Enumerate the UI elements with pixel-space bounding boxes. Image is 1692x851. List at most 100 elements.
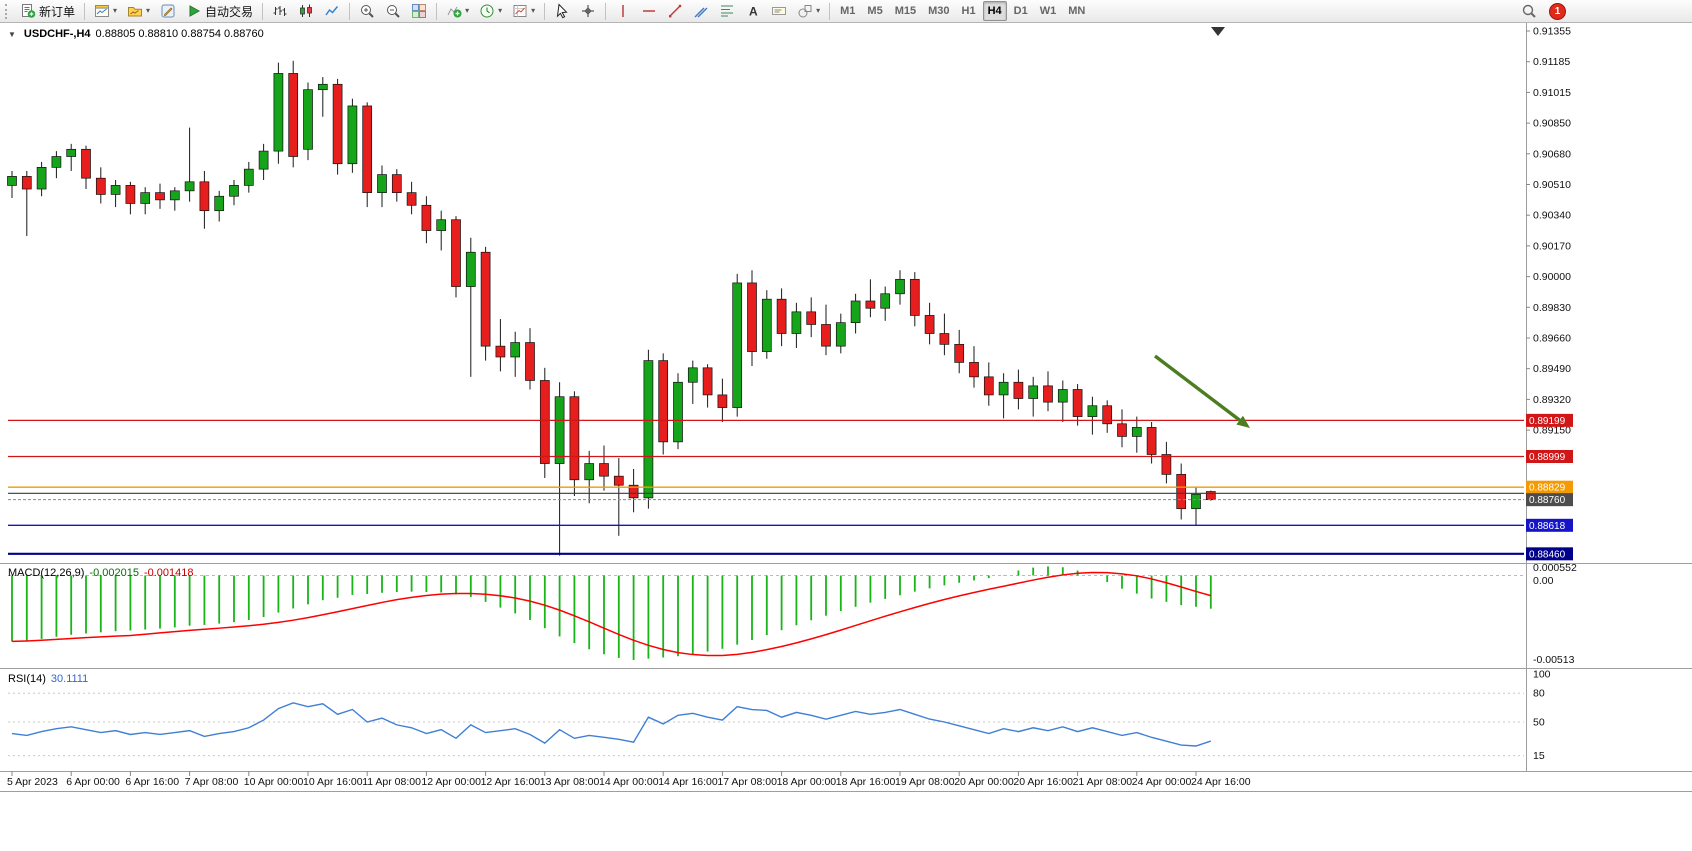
new-chart-icon [94,3,110,19]
notification-badge[interactable]: 1 [1549,2,1566,20]
candle-body [924,315,935,334]
metaeditor-button[interactable] [156,1,180,21]
toolbar-separator [605,2,607,20]
line-chart-button[interactable] [320,1,344,21]
toolbar-separator [349,2,351,20]
candle-body [510,342,521,358]
shapes-tool-button[interactable]: ▾ [793,1,824,21]
candle-body [1161,454,1172,475]
fibonacci-tool-button[interactable] [715,1,739,21]
toolbar-separator [436,2,438,20]
zoom-in-button[interactable] [355,1,379,21]
bid-price-tag [1526,493,1573,507]
candle-body [243,168,254,186]
shapes-caret-icon: ▾ [816,6,821,15]
rsi-pane-title: RSI(14) 30.1111 [8,673,88,685]
timeframe-h4-button[interactable]: H4 [982,1,1007,21]
annotation-arrow[interactable] [1153,354,1241,422]
indicators-button[interactable]: ▾ [442,1,473,21]
new-order-label: 新订单 [39,4,76,19]
crosshair-button[interactable] [576,1,600,21]
candle-body [761,298,772,352]
price-level-tag [1526,518,1573,532]
candle-body [436,219,447,231]
candle-body [1131,427,1142,437]
candle-body [895,278,905,295]
bar-chart-button[interactable] [268,1,292,21]
candle-body [539,380,550,464]
cursor-button[interactable] [550,1,574,21]
candle-body [480,251,491,347]
candle-body [983,376,994,396]
new-order-icon [20,3,36,19]
candle-body [169,190,180,201]
timeframe-w1-button[interactable]: W1 [1035,1,1062,21]
time-tick-label: 14 Apr 00:00 [599,776,659,788]
toolbar-right-group: 1 [1516,1,1566,21]
chart-symbol-period: USDCHF-,H4 [23,28,91,40]
timeframe-m30-button[interactable]: M30 [923,1,954,21]
candle-body [229,185,239,197]
new-chart-button[interactable]: ▾ [90,1,121,21]
toolbar-separator [84,2,86,20]
candle-body [421,204,432,231]
candle-body [954,343,965,363]
timeframe-m1-button[interactable]: M1 [835,1,860,21]
price-tick-label: 0.90170 [1533,240,1571,252]
profiles-button[interactable]: ▾ [123,1,154,21]
tile-windows-icon [411,3,427,19]
new-order-button[interactable]: 新订单 [16,1,79,21]
timeframe-h1-button[interactable]: H1 [957,1,981,21]
zoom-out-button[interactable] [381,1,405,21]
candle-body [391,174,402,193]
search-button[interactable] [1517,1,1541,21]
candlestick-chart-button[interactable] [294,1,318,21]
vertical-line-tool-button[interactable] [611,1,635,21]
candle-body [1013,381,1024,399]
candle-body [317,83,328,91]
macd-main-value: -0.002015 [89,567,139,579]
candle-body [835,322,846,347]
periods-button[interactable]: ▾ [475,1,506,21]
candle-body [406,192,417,206]
autotrading-button[interactable]: 自动交易 [182,1,257,21]
candle-body [347,105,358,165]
time-tick-label: 12 Apr 00:00 [421,776,481,788]
time-tick-label: 24 Apr 00:00 [1132,776,1192,788]
collapse-indicator-icon[interactable]: ▼ [8,29,16,39]
fibonacci-icon [719,3,735,19]
rsi-line [11,702,1212,747]
candle-body [184,181,195,192]
candle-body [1176,474,1187,510]
tile-windows-button[interactable] [407,1,431,21]
timeframe-m15-button[interactable]: M15 [890,1,921,21]
rsi-indicator-name: RSI(14) [8,673,46,685]
timeframe-m5-button[interactable]: M5 [862,1,887,21]
macd-signal-value: -0.001418 [143,567,194,579]
templates-button[interactable]: ▾ [508,1,539,21]
autotrading-label: 自动交易 [205,4,254,19]
candle-body [673,381,683,443]
candle-body [880,293,891,309]
horizontal-line-tool-button[interactable] [637,1,661,21]
line-chart-icon [324,3,340,19]
macd-signal-line [11,571,1212,657]
time-tick-label: 24 Apr 16:00 [1191,776,1251,788]
timeframe-mn-button[interactable]: MN [1063,1,1090,21]
price-tick-label: 0.91185 [1533,56,1570,68]
candle-body [66,148,77,157]
trendline-tool-button[interactable] [663,1,687,21]
time-tick-label: 10 Apr 00:00 [244,776,304,788]
timeframe-d1-button[interactable]: D1 [1009,1,1033,21]
toolbar-grip[interactable] [5,3,11,19]
candle-body [1072,389,1083,417]
macd-pane-title: MACD(12,26,9) -0.002015 -0.001418 [8,567,194,579]
time-tick-label: 6 Apr 00:00 [66,776,120,788]
label-tool-button[interactable] [767,1,791,21]
channel-tool-button[interactable] [689,1,713,21]
chart-shift-marker-icon[interactable] [1211,27,1225,36]
indicators-caret-icon: ▾ [465,6,470,15]
chart-canvas[interactable]: 0.91355 0.91185 0.91015 0.90850 0.90680 0.905… [0,23,1692,851]
candle-body [36,167,47,190]
text-tool-button[interactable]: A [741,1,765,21]
